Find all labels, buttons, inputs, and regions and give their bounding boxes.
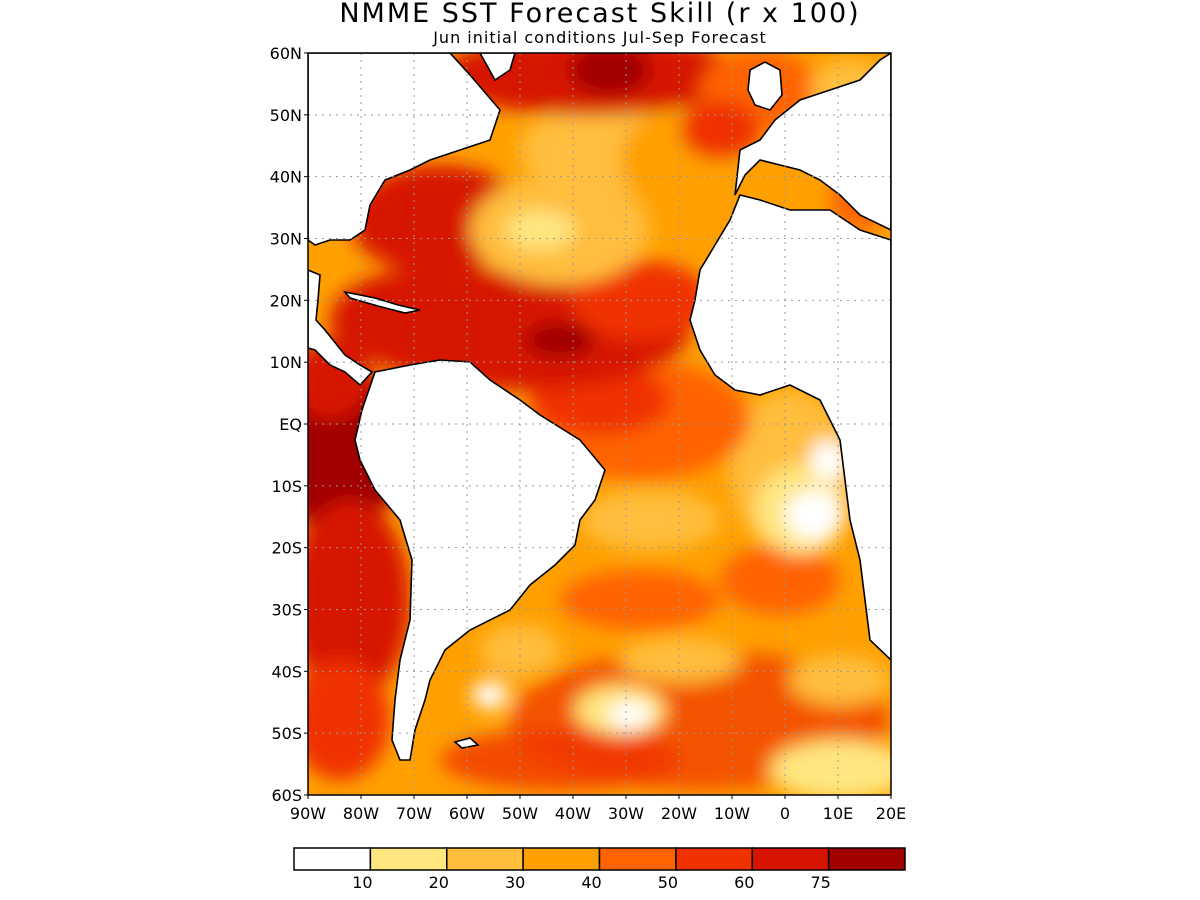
lat-label-10s: 10S (271, 477, 302, 496)
longitude-axis: 90W 80W 70W 60W 50W 40W 30W 20W 10W 0 10E 20E (290, 795, 906, 823)
colorbar-swatch (827, 847, 906, 871)
lon-label-0: 0 (780, 804, 790, 823)
lat-label-40s: 40S (271, 662, 302, 681)
lon-label-60w: 60W (449, 804, 485, 823)
lon-label-20w: 20W (661, 804, 697, 823)
map-title: NMME SST Forecast Skill (r x 100) (339, 0, 861, 29)
colorbar-swatch (598, 847, 677, 871)
caribbean-islands (342, 290, 421, 314)
colorbar-swatch (293, 847, 372, 871)
falkland-islands (453, 737, 480, 749)
colorbar-label: 75 (810, 873, 830, 892)
central-america-land (308, 269, 374, 387)
colorbar-label: 60 (734, 873, 754, 892)
lon-label-40w: 40W (555, 804, 591, 823)
south-america-land (354, 359, 606, 761)
lat-label-eq: EQ (279, 415, 302, 434)
latitude-axis: 60N 50N 40N 30N 20N 10N EQ 10S 20S 30S 40S 50S 60S (270, 44, 308, 805)
colorbar-label: 50 (658, 873, 678, 892)
lat-label-60s: 60S (271, 786, 302, 805)
lat-label-50n: 50N (270, 106, 302, 125)
colorbar-label: 40 (581, 873, 601, 892)
lon-label-80w: 80W (343, 804, 379, 823)
colorbar-swatch (675, 847, 753, 871)
map-subtitle: Jun initial conditions Jul-Sep Forecast (433, 28, 767, 47)
lon-label-10w: 10W (714, 804, 750, 823)
lat-label-50s: 50S (271, 724, 302, 743)
colorbar-label: 20 (429, 873, 449, 892)
lat-label-20n: 20N (270, 291, 302, 310)
lon-label-10e: 10E (823, 804, 853, 823)
greenland-land (479, 53, 516, 82)
colorbar-label: 30 (505, 873, 525, 892)
colorbar-swatch (522, 847, 601, 871)
lat-label-30n: 30N (270, 230, 302, 249)
land-masses (308, 53, 891, 761)
lat-label-40n: 40N (270, 168, 302, 187)
british-isles-land (747, 61, 783, 111)
colorbar-swatch (369, 847, 448, 871)
colorbar-swatch (751, 847, 830, 871)
map-gridlines (308, 53, 891, 795)
lat-label-20s: 20S (271, 539, 302, 558)
europe-land (734, 53, 891, 231)
colorbar-legend: 10 20 30 40 50 60 75 (293, 847, 906, 892)
lat-label-60n: 60N (270, 44, 302, 63)
colorbar-swatch (446, 847, 524, 871)
lon-label-30w: 30W (608, 804, 644, 823)
colorbar-label: 10 (352, 873, 372, 892)
lon-label-90w: 90W (290, 804, 326, 823)
lon-label-50w: 50W (502, 804, 538, 823)
north-america-land (308, 53, 501, 246)
lon-label-70w: 70W (396, 804, 432, 823)
lat-label-10n: 10N (270, 353, 302, 372)
lon-label-20e: 20E (876, 804, 906, 823)
lat-label-30s: 30S (271, 601, 302, 620)
